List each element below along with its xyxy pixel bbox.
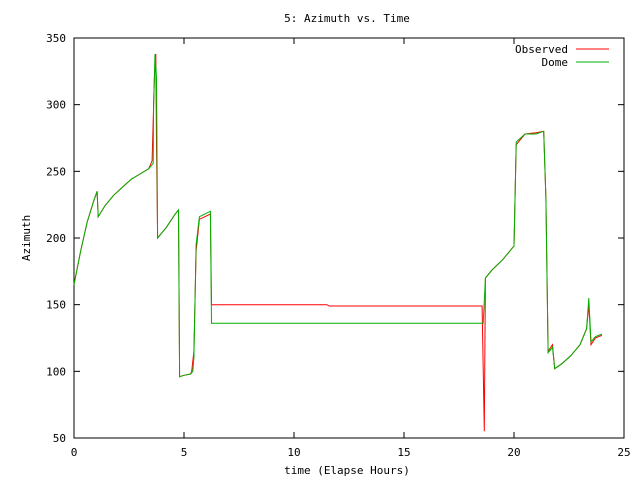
y-tick-label: 100	[46, 365, 66, 378]
y-tick-label: 350	[46, 32, 66, 45]
axes: 0 5 10 15 20 25 50 100 150 200 250 300 350	[46, 32, 631, 459]
series-line-dome	[73, 53, 603, 378]
y-tick-label: 50	[53, 432, 66, 445]
x-tick-label: 5	[181, 446, 188, 459]
x-tick-label: 10	[287, 446, 300, 459]
plot-lines	[73, 53, 603, 432]
legend-label-observed: Observed	[515, 43, 568, 56]
y-tick-label: 250	[46, 165, 66, 178]
chart-title: 5: Azimuth vs. Time	[284, 12, 410, 25]
x-tick-label: 0	[71, 446, 78, 459]
x-tick-label: 20	[507, 446, 520, 459]
y-tick-label: 300	[46, 99, 66, 112]
legend-label-dome: Dome	[542, 56, 569, 69]
x-tick-label: 15	[397, 446, 410, 459]
x-axis-label: time (Elapse Hours)	[284, 464, 410, 477]
y-tick-label: 150	[46, 299, 66, 312]
y-axis-label: Azimuth	[20, 215, 33, 261]
y-tick-label: 200	[46, 232, 66, 245]
x-tick-label: 25	[617, 446, 630, 459]
